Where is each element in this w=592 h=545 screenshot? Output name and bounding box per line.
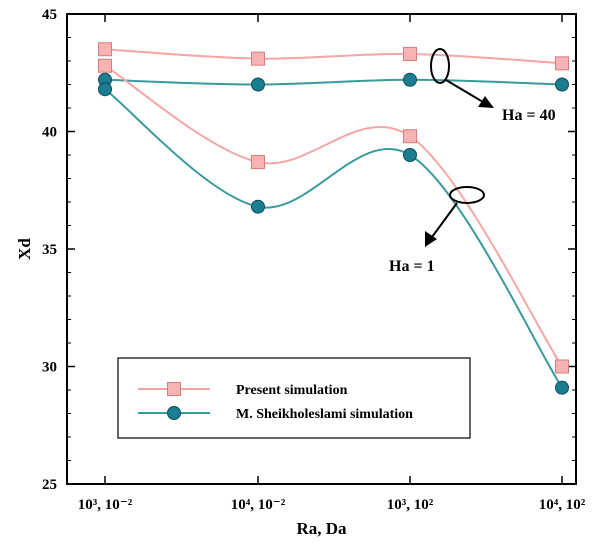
series-lines — [104, 48, 563, 389]
legend: Present simulation M. Sheikholeslami sim… — [117, 357, 471, 439]
y-tick-label: 30 — [42, 360, 57, 376]
x-axis-ticks: 10³, 10⁻² 10⁴, 10⁻² 10³, 10² 10⁴, 10² — [78, 14, 586, 513]
series-line — [104, 48, 563, 65]
x-tick-label: 10³, 10⁻² — [78, 497, 133, 513]
series-line — [104, 64, 563, 368]
data-point — [555, 77, 569, 92]
legend-label-present: Present simulation — [236, 383, 348, 398]
data-point — [403, 72, 417, 87]
x-tick-label: 10⁴, 10² — [539, 497, 586, 513]
data-point — [251, 51, 265, 66]
data-point — [403, 148, 417, 162]
legend-marker-sheikholeslami — [167, 406, 181, 420]
y-axis-title: Xd — [15, 238, 34, 260]
y-tick-label: 35 — [42, 242, 57, 258]
y-axis-ticks: 25 30 35 40 45 — [42, 7, 576, 493]
data-point — [251, 199, 265, 214]
data-point — [555, 56, 569, 71]
legend-marker-present — [167, 382, 181, 396]
data-point — [555, 380, 569, 395]
y-tick-label: 45 — [42, 7, 57, 23]
data-point — [403, 46, 417, 61]
y-tick-label: 40 — [42, 125, 57, 141]
annotation-ellipse-ha1 — [449, 186, 485, 204]
annotation-label-ha40: Ha = 40 — [502, 107, 556, 124]
series-line — [104, 88, 563, 389]
data-point — [98, 42, 112, 57]
annotation-arrow-ha40 — [445, 79, 484, 103]
x-tick-label: 10⁴, 10⁻² — [231, 497, 286, 513]
data-point — [555, 359, 569, 374]
annotation-arrowhead-ha1 — [425, 231, 437, 247]
legend-label-sheikholeslami: M. Sheikholeslami simulation — [236, 407, 413, 422]
y-tick-label: 25 — [42, 477, 57, 493]
data-point — [251, 155, 265, 170]
data-point — [251, 77, 265, 92]
annotation-arrow-ha1 — [431, 202, 458, 238]
annotation-label-ha1: Ha = 1 — [389, 258, 435, 275]
x-axis-title: Ra, Da — [296, 519, 347, 538]
data-point — [98, 82, 112, 97]
x-tick-label: 10³, 10² — [387, 497, 434, 513]
series-line — [104, 78, 563, 86]
data-point — [98, 58, 112, 73]
annotation-ellipse-ha40 — [430, 48, 450, 84]
annotation-arrowhead-ha40 — [478, 96, 494, 108]
data-point — [403, 129, 417, 144]
series-markers — [98, 42, 569, 395]
legend-box — [117, 357, 471, 439]
